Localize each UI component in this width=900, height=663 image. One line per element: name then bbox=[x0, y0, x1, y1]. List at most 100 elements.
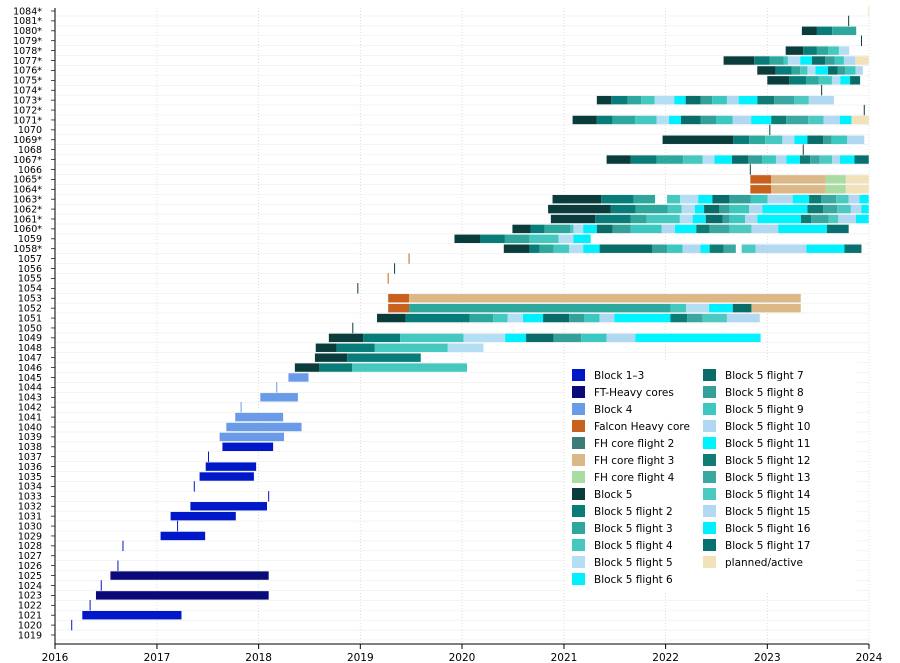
bar-segment-1047-1 bbox=[347, 353, 421, 362]
bar-segment-1076-7 bbox=[837, 66, 846, 75]
bar-segment-1058-12 bbox=[723, 244, 736, 253]
bar-segment-1063-3 bbox=[667, 194, 681, 204]
bar-segment-1077-2 bbox=[769, 56, 784, 65]
legend-swatch-s3 bbox=[572, 522, 585, 534]
y-tick-label: 1075* bbox=[13, 76, 42, 87]
legend-swatch-s14 bbox=[703, 488, 716, 500]
bar-segment-1061-4 bbox=[679, 214, 693, 224]
bar-segment-1062-8 bbox=[729, 204, 750, 214]
bar-segment-1077-4 bbox=[787, 56, 801, 65]
bar-segment-1062-3 bbox=[667, 204, 682, 214]
bar-segment-1060-12 bbox=[709, 224, 730, 234]
y-tick-label: 1046 bbox=[18, 363, 42, 374]
y-tick-label: 1076* bbox=[13, 66, 42, 77]
bar-segment-1063-6 bbox=[712, 194, 730, 204]
bar-segment-1067-16 bbox=[854, 155, 869, 164]
legend-swatch-s5 bbox=[572, 556, 585, 568]
bar-segment-1058-10 bbox=[700, 244, 710, 253]
bar-segment-1058-3 bbox=[553, 244, 570, 253]
y-tick-label: 1050 bbox=[18, 323, 42, 334]
bar-segment-1052-3 bbox=[685, 303, 710, 313]
y-tick-label: 1037 bbox=[18, 452, 42, 463]
bar-segment-1058-2 bbox=[539, 244, 554, 253]
bar-segment-1061-2 bbox=[630, 214, 647, 224]
y-tick-label: 1060* bbox=[13, 224, 42, 235]
bar-segment-1049-6 bbox=[553, 333, 582, 343]
y-tick-label: 1049 bbox=[18, 333, 42, 344]
bar-segment-1049-2 bbox=[400, 333, 464, 343]
bar-segment-1060-16 bbox=[826, 224, 849, 234]
bar-segment-1063-15 bbox=[859, 194, 869, 204]
bar-segment-1062-1 bbox=[610, 204, 636, 214]
bar-segment-1043-0 bbox=[260, 393, 298, 402]
x-tick-label-2017: 2017 bbox=[144, 652, 171, 663]
bar-segment-1062-4 bbox=[681, 204, 695, 214]
legend-swatch-s10 bbox=[703, 420, 716, 432]
bar-segment-1062-13 bbox=[837, 204, 851, 214]
bar-segment-1063-4 bbox=[680, 194, 699, 204]
bar-segment-1051-3 bbox=[493, 313, 508, 323]
bar-segment-1080-2 bbox=[832, 26, 857, 36]
bar-segment-1069-1 bbox=[733, 135, 750, 144]
y-tick-label: 1034 bbox=[18, 482, 42, 493]
bar-segment-1059-5 bbox=[573, 234, 591, 244]
bar-segment-1069-2 bbox=[749, 135, 766, 144]
bar-segment-1069-5 bbox=[794, 135, 808, 144]
legend-swatch-s6 bbox=[572, 573, 585, 585]
bar-segment-1069-8 bbox=[831, 135, 848, 144]
bar-segment-1062-15 bbox=[861, 204, 869, 214]
bar-segment-1023-0 bbox=[95, 591, 269, 600]
bar-segment-1058-13 bbox=[741, 244, 756, 253]
bar-segment-1058-9 bbox=[682, 244, 701, 253]
legend-label-s6: Block 5 flight 6 bbox=[594, 574, 673, 586]
booster-bars bbox=[54, 5, 870, 641]
bar-segment-1073-1 bbox=[611, 95, 628, 105]
bar-segment-1071-13 bbox=[808, 115, 824, 125]
bar-segment-1078-2 bbox=[816, 46, 829, 55]
bar-segment-1063-1 bbox=[601, 194, 634, 204]
bar-segment-1073-8 bbox=[712, 95, 727, 105]
x-tick-label-2019: 2019 bbox=[347, 652, 374, 663]
legend-label-fh: Falcon Heavy core bbox=[594, 421, 690, 433]
bar-segment-1077-10 bbox=[855, 56, 869, 65]
legend-label-s10: Block 5 flight 10 bbox=[725, 421, 810, 433]
y-tick-label: 1055 bbox=[18, 274, 42, 285]
x-tick-label-2018: 2018 bbox=[245, 652, 272, 663]
y-tick-label: 1038 bbox=[18, 442, 42, 453]
bar-segment-1051-2 bbox=[469, 313, 494, 323]
legend-swatch-b5 bbox=[572, 488, 585, 500]
bar-segment-1077-1 bbox=[754, 56, 770, 65]
bar-segment-1076-3 bbox=[800, 66, 808, 75]
bar-segment-1067-9 bbox=[775, 155, 787, 164]
bar-segment-1046-2 bbox=[352, 363, 468, 372]
bar-segment-1064-2 bbox=[825, 185, 846, 194]
y-tick-label: 1033 bbox=[18, 492, 42, 503]
bar-segment-1077-7 bbox=[824, 56, 835, 65]
bar-segment-1058-4 bbox=[569, 244, 584, 253]
bar-segment-1065-0 bbox=[750, 175, 772, 184]
y-tick-label: 1071* bbox=[13, 115, 42, 126]
legend-swatch-fh4 bbox=[572, 471, 585, 483]
bar-segment-1060-8 bbox=[630, 224, 662, 234]
legend-swatch-s17 bbox=[703, 539, 716, 551]
legend-swatch-b1 bbox=[572, 369, 585, 381]
bar-segment-1071-9 bbox=[732, 115, 752, 125]
y-tick-label: 1021 bbox=[18, 610, 42, 621]
bar-segment-1059-1 bbox=[480, 234, 505, 244]
y-tick-label: 1062* bbox=[13, 204, 42, 215]
bar-segment-1069-3 bbox=[765, 135, 783, 144]
bar-segment-1071-5 bbox=[668, 115, 681, 125]
bar-segment-1058-6 bbox=[599, 244, 652, 253]
bar-segment-1060-1 bbox=[530, 224, 545, 234]
bar-segment-1049-8 bbox=[606, 333, 636, 343]
bar-segment-1062-5 bbox=[694, 204, 705, 214]
y-tick-label: 1059 bbox=[18, 234, 42, 245]
bar-segment-1075-3 bbox=[818, 76, 832, 85]
bar-segment-1048-3 bbox=[447, 343, 484, 352]
y-tick-label: 1043 bbox=[18, 393, 42, 404]
y-tick-label: 1039 bbox=[18, 432, 42, 443]
y-tick-label: 1056 bbox=[18, 264, 42, 275]
bar-segment-1049-4 bbox=[505, 333, 527, 343]
bar-segment-1067-11 bbox=[799, 155, 811, 164]
bar-segment-1051-5 bbox=[523, 313, 544, 323]
